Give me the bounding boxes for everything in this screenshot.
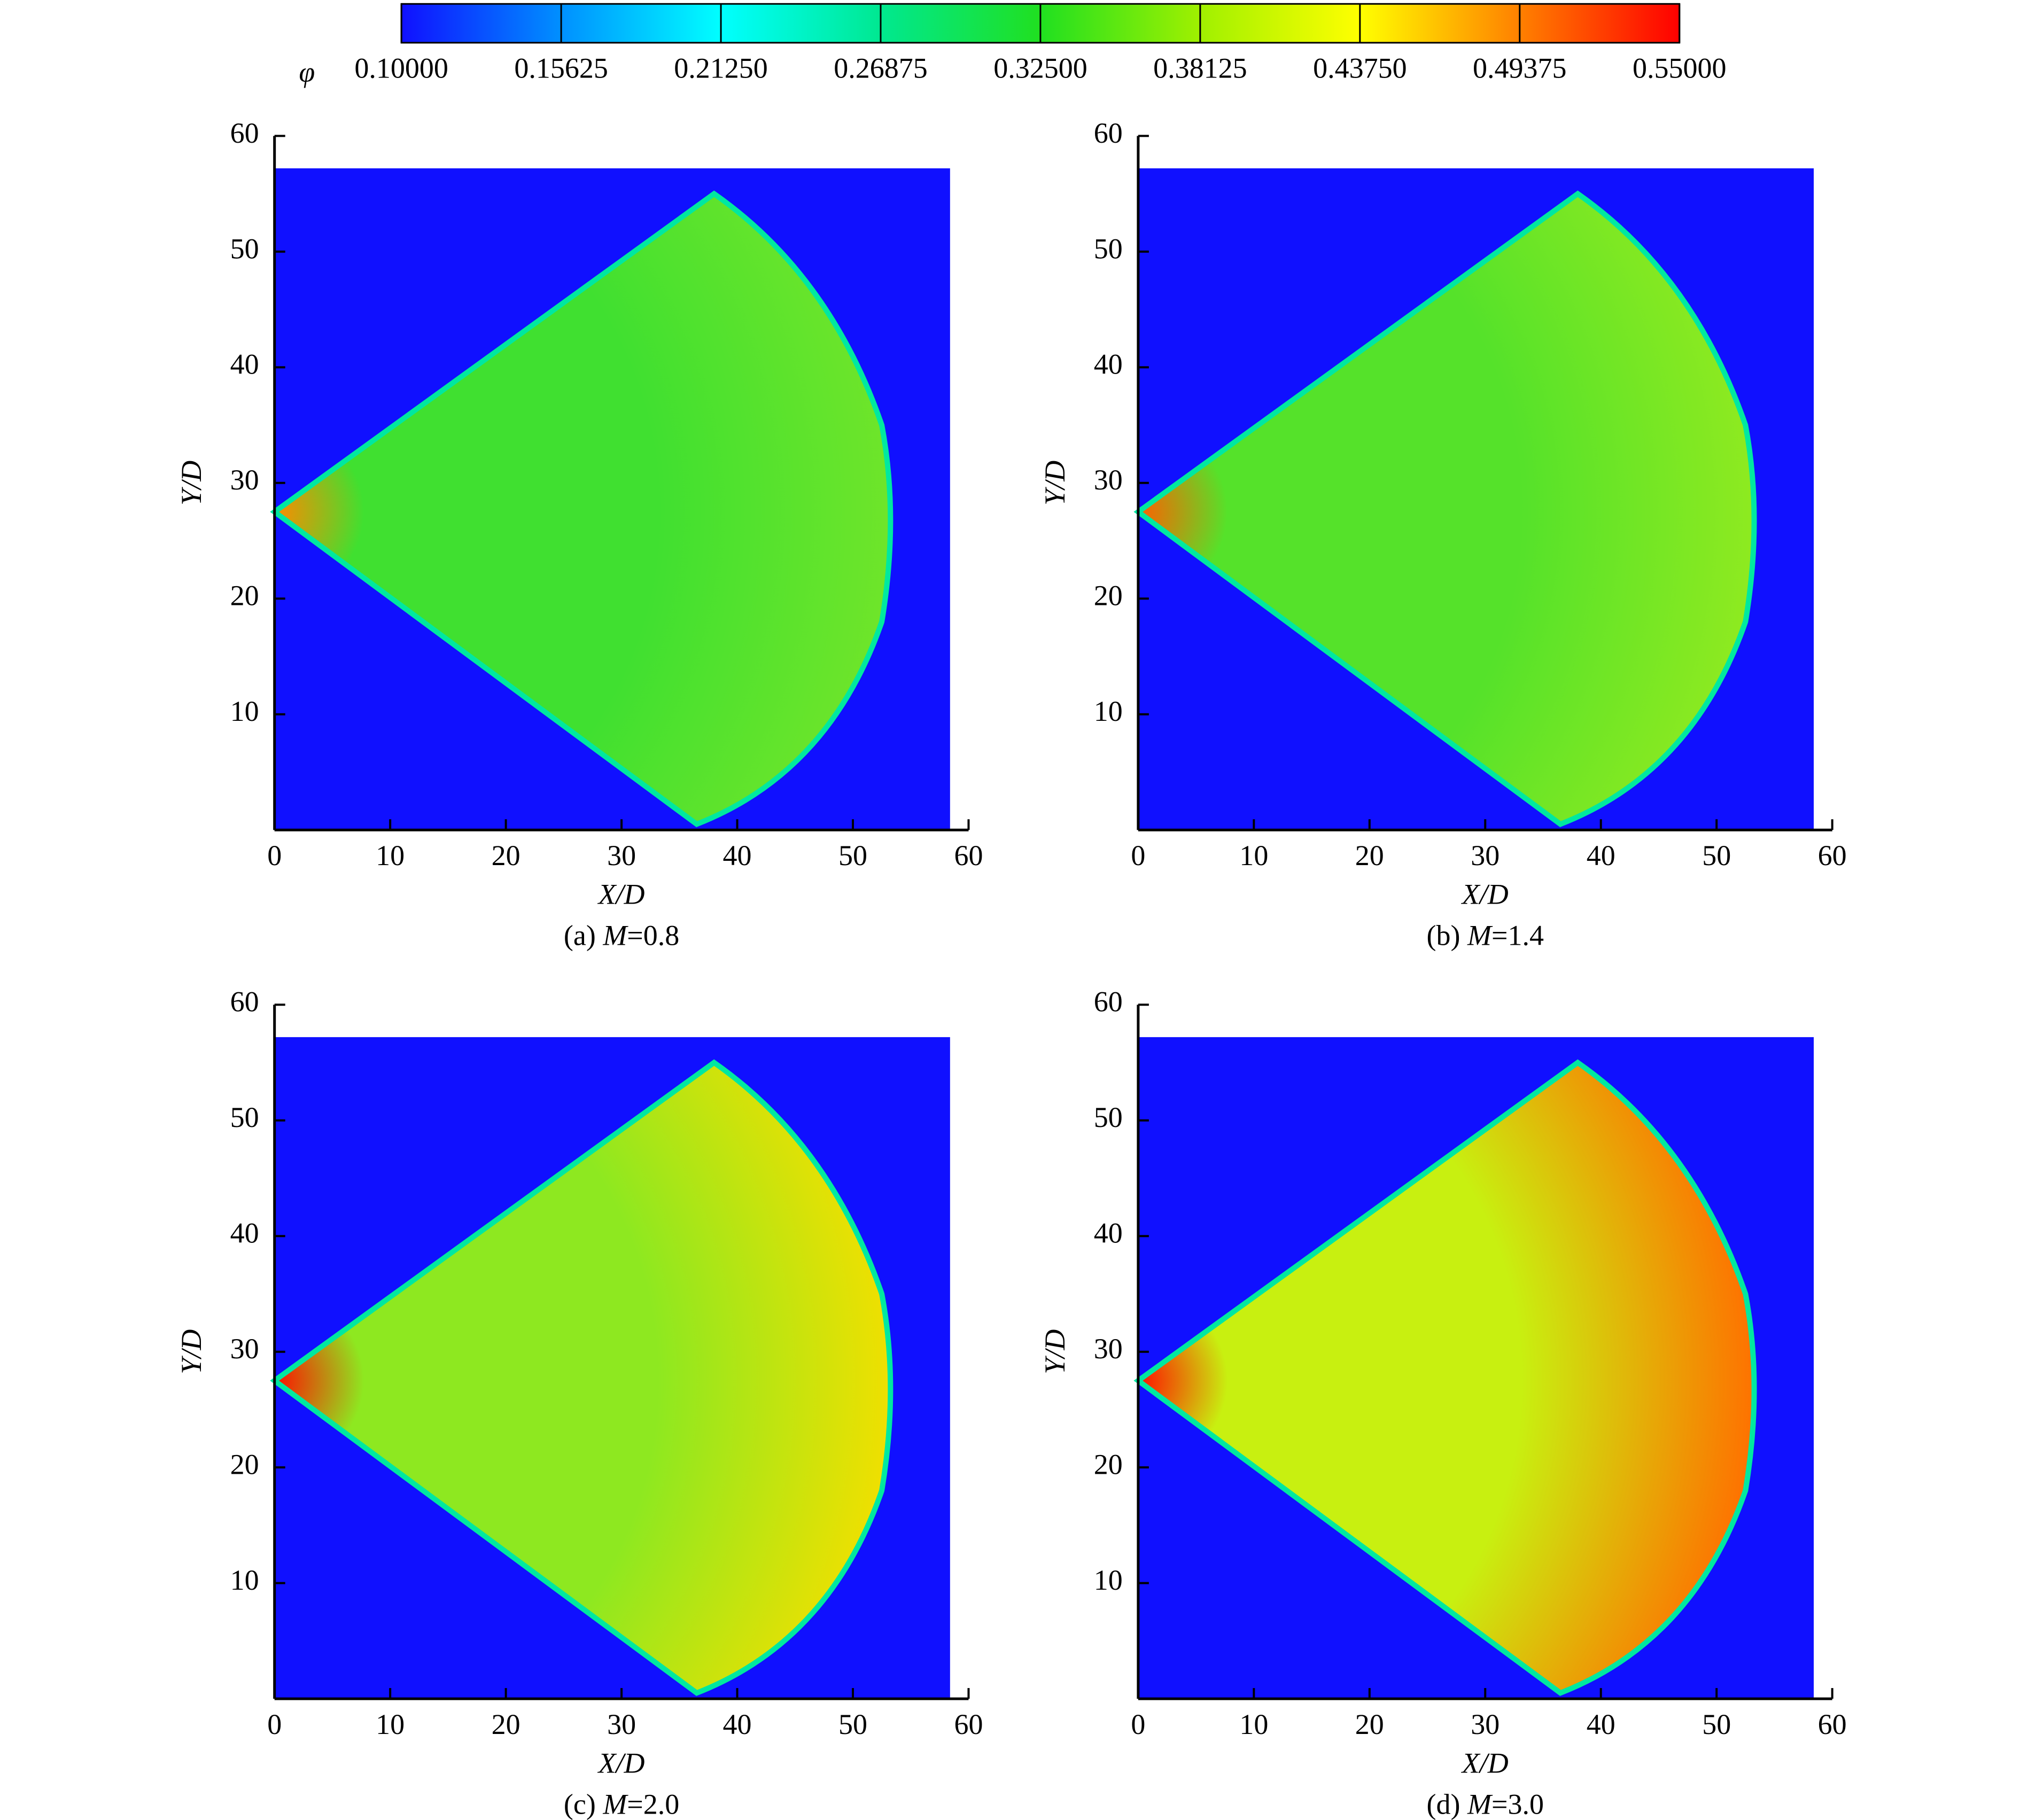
y-axis-label: Y/D [175,461,207,505]
caption-prefix: (b) [1427,920,1460,952]
y-tick-label: 10 [230,1564,259,1596]
x-tick-label: 40 [1587,839,1615,872]
y-tick-label: 30 [1094,464,1123,496]
caption-value: =0.8 [627,920,679,952]
x-tick-label: 20 [492,1708,520,1740]
x-tick-label: 20 [1355,1708,1384,1740]
y-tick-label: 20 [230,580,259,612]
x-tick-label: 40 [1587,1708,1615,1740]
x-tick-label: 50 [1702,1708,1731,1740]
x-tick-label: 60 [1818,1708,1847,1740]
caption-variable: M [1467,920,1493,952]
caption: (a) M=0.8 [564,920,679,952]
x-tick-label: 30 [607,839,636,872]
x-tick-label: 10 [376,839,405,872]
x-tick-label: 30 [607,1708,636,1740]
colorbar-tick-label: 0.32500 [993,52,1087,84]
colorbar-tick-label: 0.15625 [514,52,608,84]
y-tick-label: 60 [230,117,259,149]
x-tick-label: 60 [954,839,983,872]
y-tick-label: 20 [230,1449,259,1481]
y-tick-label: 30 [1094,1333,1123,1365]
y-axis-label: Y/D [1039,461,1071,505]
y-tick-label: 10 [1094,1564,1123,1596]
y-tick-label: 10 [230,695,259,727]
field-region [1133,1059,1757,1696]
y-tick-label: 40 [1094,1217,1123,1249]
y-tick-label: 50 [1094,232,1123,265]
colorbar-tick-label: 0.43750 [1313,52,1407,84]
x-tick-label: 50 [838,839,867,872]
y-tick-label: 40 [230,348,259,380]
x-tick-label: 50 [1702,839,1731,872]
caption: (b) M=1.4 [1427,920,1544,952]
caption-prefix: (a) [564,920,596,952]
x-tick-label: 0 [1131,1708,1145,1740]
x-tick-label: 20 [1355,839,1384,872]
y-axis-label: Y/D [1039,1329,1071,1374]
colorbar-tick-label: 0.10000 [354,52,448,84]
caption-variable: M [602,920,628,952]
x-axis-label: X/D [1461,1747,1509,1779]
x-axis-label: X/D [1461,878,1509,911]
y-tick-label: 40 [230,1217,259,1249]
colorbar-tick-label: 0.55000 [1633,52,1727,84]
x-tick-label: 50 [838,1708,867,1740]
y-tick-label: 30 [230,464,259,496]
y-tick-label: 60 [1094,986,1123,1018]
field-region [1133,190,1757,828]
caption-value: =3.0 [1491,1788,1544,1820]
y-tick-label: 50 [230,1101,259,1133]
x-tick-label: 10 [376,1708,405,1740]
x-tick-label: 10 [1239,839,1268,872]
caption: (d) M=3.0 [1427,1788,1544,1820]
colorbar-tick-label: 0.21250 [674,52,768,84]
x-tick-label: 60 [1818,839,1847,872]
x-tick-label: 40 [723,1708,752,1740]
y-tick-label: 60 [230,986,259,1018]
x-tick-label: 0 [1131,839,1145,872]
colorbar-tick-label: 0.38125 [1153,52,1247,84]
y-tick-label: 40 [1094,348,1123,380]
x-tick-label: 60 [954,1708,983,1740]
x-tick-label: 30 [1471,1708,1500,1740]
x-tick-label: 20 [492,839,520,872]
x-axis-label: X/D [597,1747,645,1779]
caption: (c) M=2.0 [564,1788,679,1820]
colorbar-tick-label: 0.26875 [834,52,928,84]
field-region [270,190,894,828]
x-axis-label: X/D [597,878,645,911]
caption-value: =2.0 [627,1788,679,1820]
y-axis-label: Y/D [175,1329,207,1374]
caption-prefix: (d) [1427,1788,1460,1820]
caption-variable: M [1467,1788,1493,1820]
colorbar-tick-label: 0.49375 [1473,52,1567,84]
x-tick-label: 10 [1239,1708,1268,1740]
x-tick-label: 40 [723,839,752,872]
y-tick-label: 50 [230,232,259,265]
caption-prefix: (c) [564,1788,596,1820]
y-tick-label: 60 [1094,117,1123,149]
y-tick-label: 30 [230,1333,259,1365]
x-tick-label: 0 [267,839,282,872]
caption-value: =1.4 [1491,920,1544,952]
caption-variable: M [602,1788,628,1820]
x-tick-label: 30 [1471,839,1500,872]
colorbar-label: φ [299,56,315,88]
field-region [270,1059,894,1696]
x-tick-label: 0 [267,1708,282,1740]
y-tick-label: 10 [1094,695,1123,727]
y-tick-label: 20 [1094,1449,1123,1481]
y-tick-label: 20 [1094,580,1123,612]
y-tick-label: 50 [1094,1101,1123,1133]
